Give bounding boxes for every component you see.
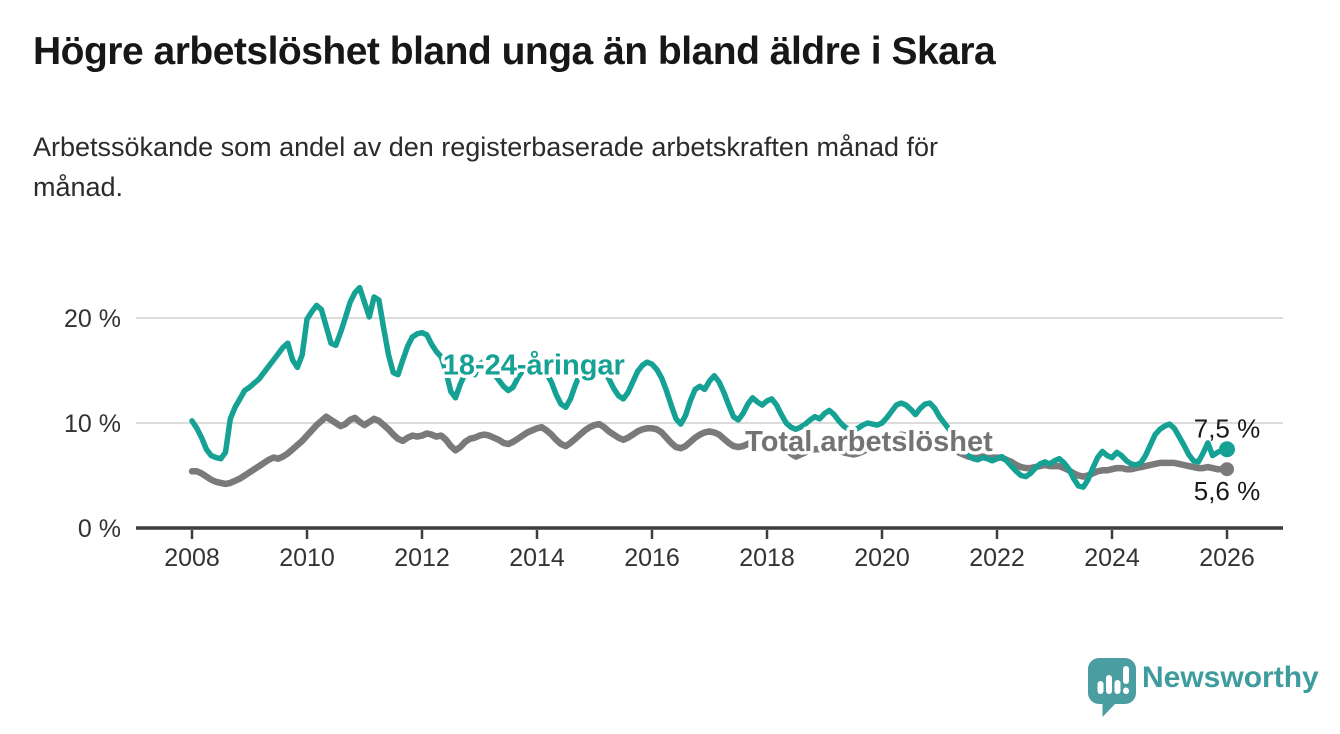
y-axis-label: 20 % [64,305,121,333]
x-axis-label: 2010 [279,544,335,572]
brand-name: Newsworthy [1142,661,1319,694]
x-axis-label: 2008 [164,544,220,572]
series-line-total-arbetsl-shet [188,413,1231,488]
end-value-label-total-arbetsl-shet: 5,6 % [1194,476,1261,506]
page-title: Högre arbetslöshet bland unga än bland ä… [33,30,996,73]
x-axis-label: 2012 [394,544,450,572]
x-axis-label: 2022 [969,544,1025,572]
bar-icon-medium [1114,680,1121,694]
x-axis-label: 2016 [624,544,680,572]
series-end-dot-total-arbetsl-shet [1220,462,1234,477]
exclamation-dot-icon [1123,687,1129,694]
exclamation-stem-icon [1123,666,1129,684]
bar-icon-tall [1106,675,1112,694]
series-label-total-arbetsl-shet: Total arbetslöshet [745,426,993,458]
series-line-18-24-ringar [189,284,1230,490]
chart-subtitle: Arbetssökande som andel av den registerb… [33,127,1273,207]
series-end-dot-18-24-ringar [1219,441,1235,458]
newsworthy-logo-icon [1088,658,1136,717]
end-value-label-18-24-ringar: 7,5 % [1194,413,1261,443]
series-label-18-24-ringar: 18-24-åringar [443,350,625,382]
chart-subtitle-line-2: månad. [33,172,124,202]
x-axis-label: 2018 [739,544,795,572]
x-axis-label: 2014 [509,544,565,572]
bar-icon-short [1097,681,1104,694]
brand-logo: Newsworthy [1085,656,1319,718]
x-axis-label: 2020 [854,544,910,572]
x-axis-label: 2024 [1084,544,1140,572]
y-axis-label: 0 % [78,515,121,543]
y-axis-label: 10 % [64,410,121,438]
x-axis-label: 2026 [1199,544,1255,572]
chart-subtitle-line-1: Arbetssökande som andel av den registerb… [33,132,939,162]
